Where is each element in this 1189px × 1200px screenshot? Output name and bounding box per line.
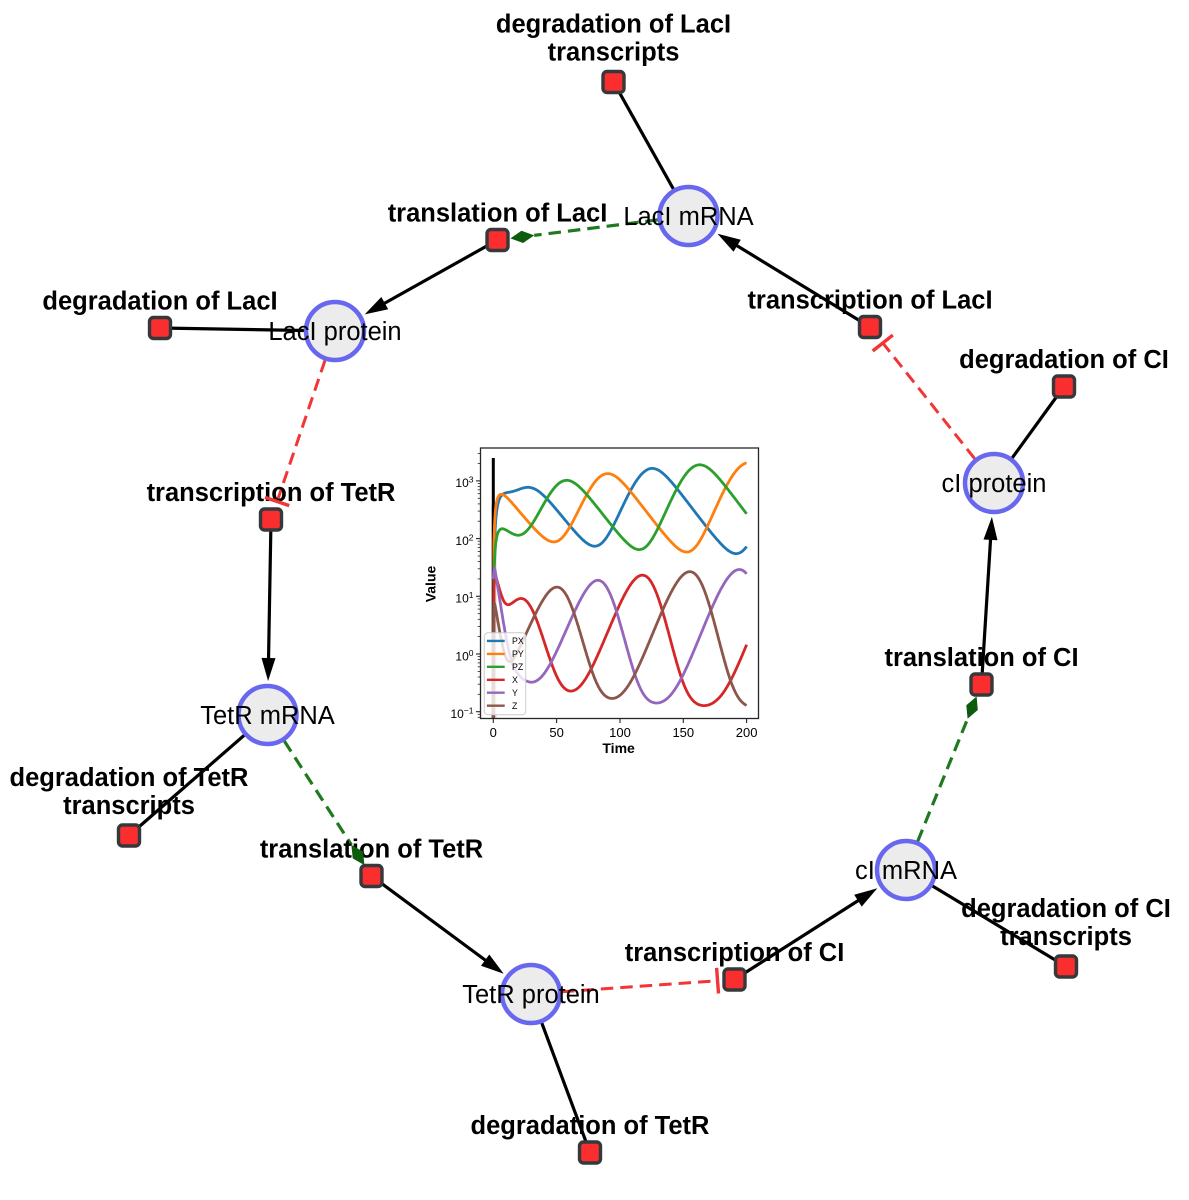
svg-text:Time: Time [602, 740, 635, 756]
svg-text:TetR protein: TetR protein [462, 981, 600, 1009]
svg-text:50: 50 [549, 725, 563, 740]
svg-text:PZ: PZ [512, 662, 524, 672]
svg-text:degradation of LacI: degradation of LacI [496, 11, 731, 39]
svg-text:degradation of LacI: degradation of LacI [42, 288, 277, 316]
svg-text:degradation of TetR: degradation of TetR [10, 764, 249, 792]
svg-text:Z: Z [512, 701, 518, 711]
svg-text:100: 100 [609, 725, 631, 740]
svg-text:LacI mRNA: LacI mRNA [623, 203, 753, 231]
svg-text:degradation of CI: degradation of CI [961, 895, 1171, 923]
svg-text:PY: PY [512, 649, 524, 659]
svg-text:transcription of CI: transcription of CI [625, 939, 845, 967]
svg-text:TetR mRNA: TetR mRNA [200, 702, 335, 730]
svg-text:cI mRNA: cI mRNA [855, 857, 957, 885]
svg-text:150: 150 [672, 725, 694, 740]
svg-text:degradation of TetR: degradation of TetR [471, 1112, 710, 1140]
svg-text:PX: PX [512, 636, 524, 646]
svg-text:X: X [512, 675, 518, 685]
svg-text:transcription of TetR: transcription of TetR [147, 479, 396, 507]
svg-text:cI protein: cI protein [942, 470, 1047, 498]
svg-text:degradation of CI: degradation of CI [959, 346, 1169, 374]
svg-text:Y: Y [512, 688, 518, 698]
svg-text:translation of LacI: translation of LacI [388, 200, 608, 228]
svg-text:transcription of LacI: transcription of LacI [747, 287, 992, 315]
svg-text:transcripts: transcripts [1000, 923, 1132, 951]
svg-text:translation of CI: translation of CI [884, 644, 1078, 672]
svg-text:transcripts: transcripts [63, 792, 195, 820]
svg-text:200: 200 [736, 725, 758, 740]
svg-text:0: 0 [490, 725, 497, 740]
svg-text:translation of TetR: translation of TetR [260, 836, 483, 864]
svg-text:LacI protein: LacI protein [268, 318, 401, 346]
svg-text:transcripts: transcripts [548, 38, 680, 66]
svg-text:Value: Value [423, 566, 439, 603]
